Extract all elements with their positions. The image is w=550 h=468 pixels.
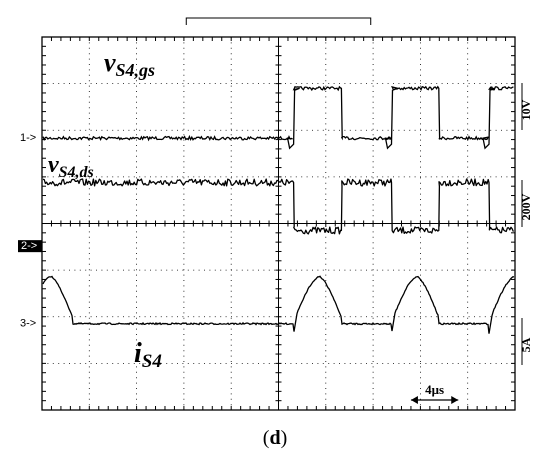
window-bracket (185, 17, 372, 25)
figure-caption: (d) (0, 427, 550, 450)
channel-markers: 1-> 2-> 3-> (18, 132, 42, 330)
signal-label-3: iS4 (134, 338, 162, 372)
signal-label-1: vS4,gs (104, 48, 155, 80)
time-div-label: 4μs (425, 382, 444, 397)
time-div-arrow-left (410, 396, 418, 404)
time-division-indicator: 4μs (410, 382, 459, 404)
signal-label-2: vS4,ds (48, 152, 94, 181)
channel-marker-1: 1-> (20, 132, 36, 144)
scale-label-2: 200V (519, 193, 533, 220)
scale-label-3: 5A (519, 337, 533, 352)
traces (42, 85, 515, 334)
plot-border (41, 36, 516, 411)
trace-vS4-ds (42, 178, 514, 235)
channel-marker-2-box (18, 240, 42, 253)
caption-text: (d) (262, 427, 288, 449)
scale-labels: 10V 200V 5A (519, 83, 533, 365)
time-div-arrow-right (451, 396, 459, 404)
plot-frame (41, 17, 516, 411)
channel-marker-3: 3-> (20, 318, 36, 330)
trace-iS4 (42, 275, 515, 334)
signal-labels: vS4,gs vS4,ds iS4 (48, 48, 162, 372)
channel-marker-2: 2-> (21, 240, 37, 252)
trace-vS4-gs (42, 85, 514, 150)
scale-label-1: 10V (519, 99, 533, 120)
